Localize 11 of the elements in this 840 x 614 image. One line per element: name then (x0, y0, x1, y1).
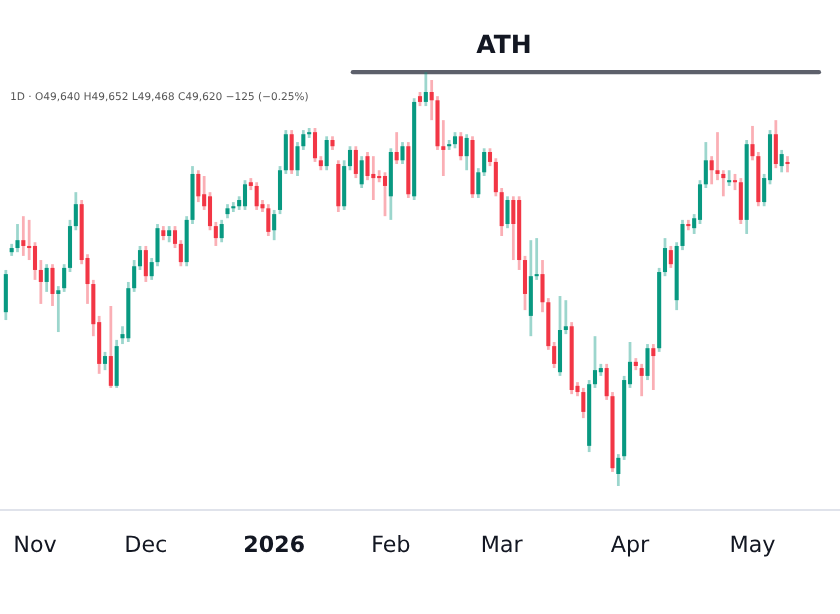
x-tick-label: Mar (482, 535, 523, 553)
candlestick (727, 168, 732, 188)
candlestick (377, 168, 382, 184)
x-tick-label: Apr (610, 535, 650, 557)
x-tick-label: Dec (126, 535, 166, 553)
ref-line-label: ATH (476, 34, 530, 54)
x-tick-label: Feb (373, 535, 410, 553)
x-tick-label: Nov (15, 535, 57, 553)
candlestick (785, 154, 790, 174)
x-tick-label: 2026 (245, 535, 304, 553)
x-tick-label: May (731, 535, 775, 557)
